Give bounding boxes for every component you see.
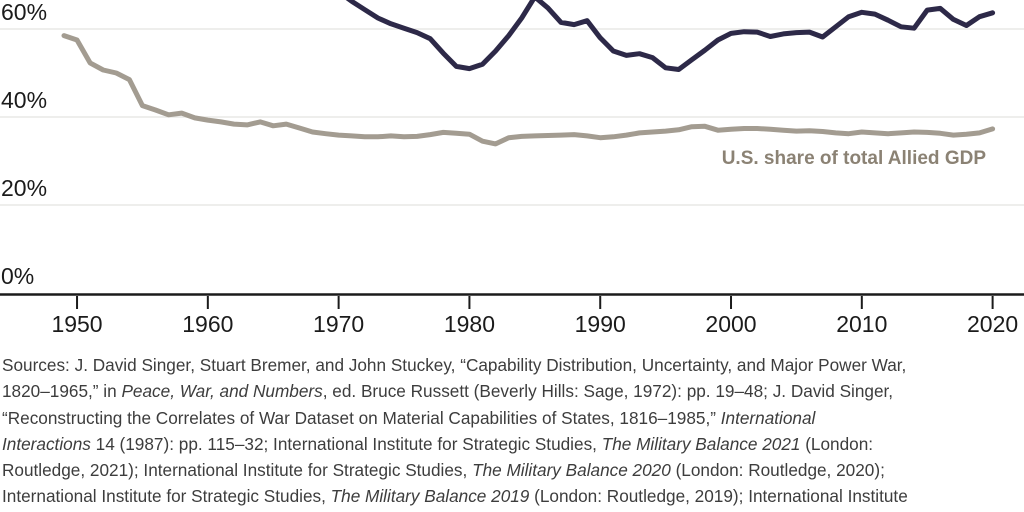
gdp-share-line — [61, 33, 996, 147]
x-axis-tick-label: 1950 — [51, 311, 102, 337]
dark-series-line — [345, 0, 996, 72]
x-axis-tick-label: 2010 — [836, 311, 887, 337]
sources-text: Sources: J. David Singer, Stuart Bremer,… — [2, 352, 1018, 510]
y-axis-tick-label: 60% — [1, 0, 47, 25]
x-axis-tick-label: 1960 — [182, 311, 233, 337]
source-line: International Institute for Strategic St… — [2, 486, 908, 507]
source-line: 1820–1965,” in Peace, War, and Numbers, … — [2, 381, 894, 402]
source-line: Sources: J. David Singer, Stuart Bremer,… — [2, 355, 907, 375]
x-axis-tick-label: 2020 — [967, 311, 1018, 337]
y-axis-tick-label: 40% — [1, 87, 47, 113]
source-line: Interactions 14 (1987): pp. 115–32; Inte… — [2, 433, 874, 454]
y-axis-tick-label: 0% — [1, 263, 34, 289]
x-axis-tick-label: 2000 — [705, 311, 756, 337]
x-axis-tick-label: 1970 — [313, 311, 364, 337]
source-line: “Reconstructing the Correlates of War Da… — [2, 407, 816, 428]
x-axis-tick-label: 1990 — [575, 311, 626, 337]
source-line: Routledge, 2021); International Institut… — [2, 460, 885, 481]
series-label-us-gdp-share: U.S. share of total Allied GDP — [721, 148, 986, 169]
x-axis-tick-label: 1980 — [444, 311, 495, 337]
y-axis-tick-label: 20% — [1, 175, 47, 201]
